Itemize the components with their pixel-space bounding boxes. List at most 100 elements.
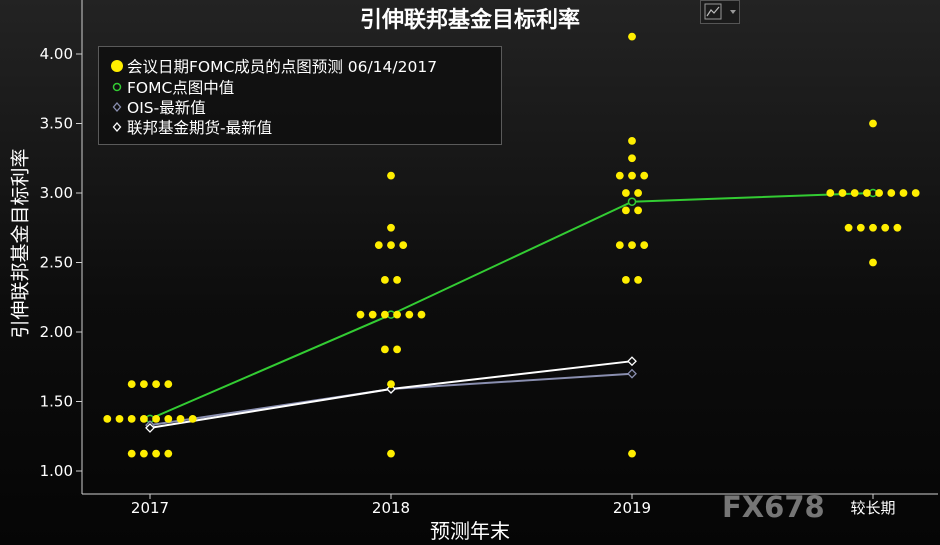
chart-title: 引伸联邦基金目标利率 [359,7,580,32]
diamond-icon [109,119,125,137]
dot-plot-point [826,189,835,197]
dot-plot-point [381,275,389,284]
dot-plot-point [140,449,148,458]
dot-plot-point [838,189,847,197]
y-tick-label: 2.00 [40,323,73,341]
dot-plot-point [127,380,136,389]
x-tick-label: 较长期 [850,499,895,517]
x-tick-label: 2018 [372,499,410,517]
yellow-dot-icon [109,58,125,76]
dot-plot-point [417,310,426,319]
dot-plot-point [393,345,401,354]
dot-plot-point [640,241,649,250]
dot-plot-point [356,310,365,319]
dot-plot-point [164,380,173,389]
y-tick-label: 1.50 [40,393,73,411]
dot-plot-point [188,414,197,423]
dot-plot-point [628,449,636,458]
series-marker [627,368,637,379]
dot-plot-point [856,223,865,232]
dot-plot-point [103,414,112,423]
legend-item-ois: OIS-最新值 [109,96,206,118]
series-marker [627,197,637,206]
x-tick-label: 2019 [613,499,651,517]
dot-plot-point [869,223,877,232]
green-circle-icon [109,79,125,97]
dot-plot-point [911,189,920,197]
dot-plot-point [893,223,902,232]
dot-plot-point [628,32,636,41]
axes [81,0,938,495]
dot-plot-point [387,223,395,232]
dot-plot-point [869,119,877,128]
y-axis-ticks: 1.00 1.50 2.00 2.50 3.00 3.50 4.00 [40,45,82,480]
dot-plot-point [140,414,148,423]
dot-plot-point [622,275,630,284]
dot-plot-point [387,241,395,250]
dot-plot-point [405,310,414,319]
dot-plot-point [164,449,173,458]
dot-plot-point [615,171,624,180]
y-tick-label: 4.00 [40,45,73,63]
y-tick-label: 3.50 [40,115,73,133]
series-marker [145,422,155,433]
legend-label: FOMC点图中值 [127,79,235,97]
dot-plot-point [374,241,383,250]
legend-label: 会议日期FOMC成员的点图预测 06/14/2017 [127,58,438,76]
legend-label: OIS-最新值 [127,99,206,117]
x-axis-label: 预测年末 [430,519,510,543]
dot-plot-point [152,414,161,423]
line-chart-icon [704,3,736,20]
dot-plot-point [387,449,395,458]
dot-plot-point [176,414,185,423]
dot-plot-point [393,275,401,284]
series-line [149,192,874,420]
y-tick-label: 1.00 [40,462,73,480]
dot-plot-point [399,241,408,250]
dot-plot-point [634,206,642,215]
legend-item-dot-plot: 会议日期FOMC成员的点图预测 06/14/2017 [109,55,437,77]
dot-plot-point [875,189,883,197]
series-lines [145,188,878,433]
dot-plot-point [863,189,871,197]
watermark-logo: FX678 [722,490,825,524]
x-tick-label: 2017 [131,499,169,517]
dot-plot-point [615,241,624,250]
dot-plot-point [887,189,896,197]
y-tick-label: 3.00 [40,184,73,202]
dot-plot-point [628,136,636,145]
dot-plot-point [152,449,161,458]
dot-plot [103,32,920,458]
legend-item-futures: 联邦基金期货-最新值 [109,116,272,138]
dot-plot-point [628,241,636,250]
series-line [149,360,633,429]
dot-plot-point [899,189,908,197]
dot-plot-point [381,345,389,354]
dot-plot-point [622,189,630,197]
dot-plot-point [127,414,136,423]
dot-plot-point [115,414,124,423]
legend-label: 联邦基金期货-最新值 [127,119,273,137]
dot-plot-point [140,380,148,389]
chart-type-button[interactable] [700,0,740,24]
y-axis-label: 引伸联邦基金目标利率 [9,148,32,339]
dot-plot-point [844,223,853,232]
dot-plot-point [869,258,877,267]
dot-plot-point [381,310,389,319]
series-marker [627,356,637,367]
dot-plot-point [152,380,161,389]
legend-item-median: FOMC点图中值 [109,76,234,98]
chart-legend: 会议日期FOMC成员的点图预测 06/14/2017 FOMC点图中值 OIS-… [98,46,502,145]
dot-plot-point [393,310,401,319]
dot-plot-point [164,414,173,423]
y-tick-label: 2.50 [40,254,73,272]
dot-plot-point [634,275,642,284]
dot-plot-point [628,154,636,163]
dot-plot-point [387,171,395,180]
dot-plot-point [622,206,630,215]
x-axis-ticks: 2017 2018 2019 较长期 [131,494,896,517]
dot-plot-point [368,310,377,319]
dot-plot-point [127,449,136,458]
dot-plot-point [640,171,649,180]
